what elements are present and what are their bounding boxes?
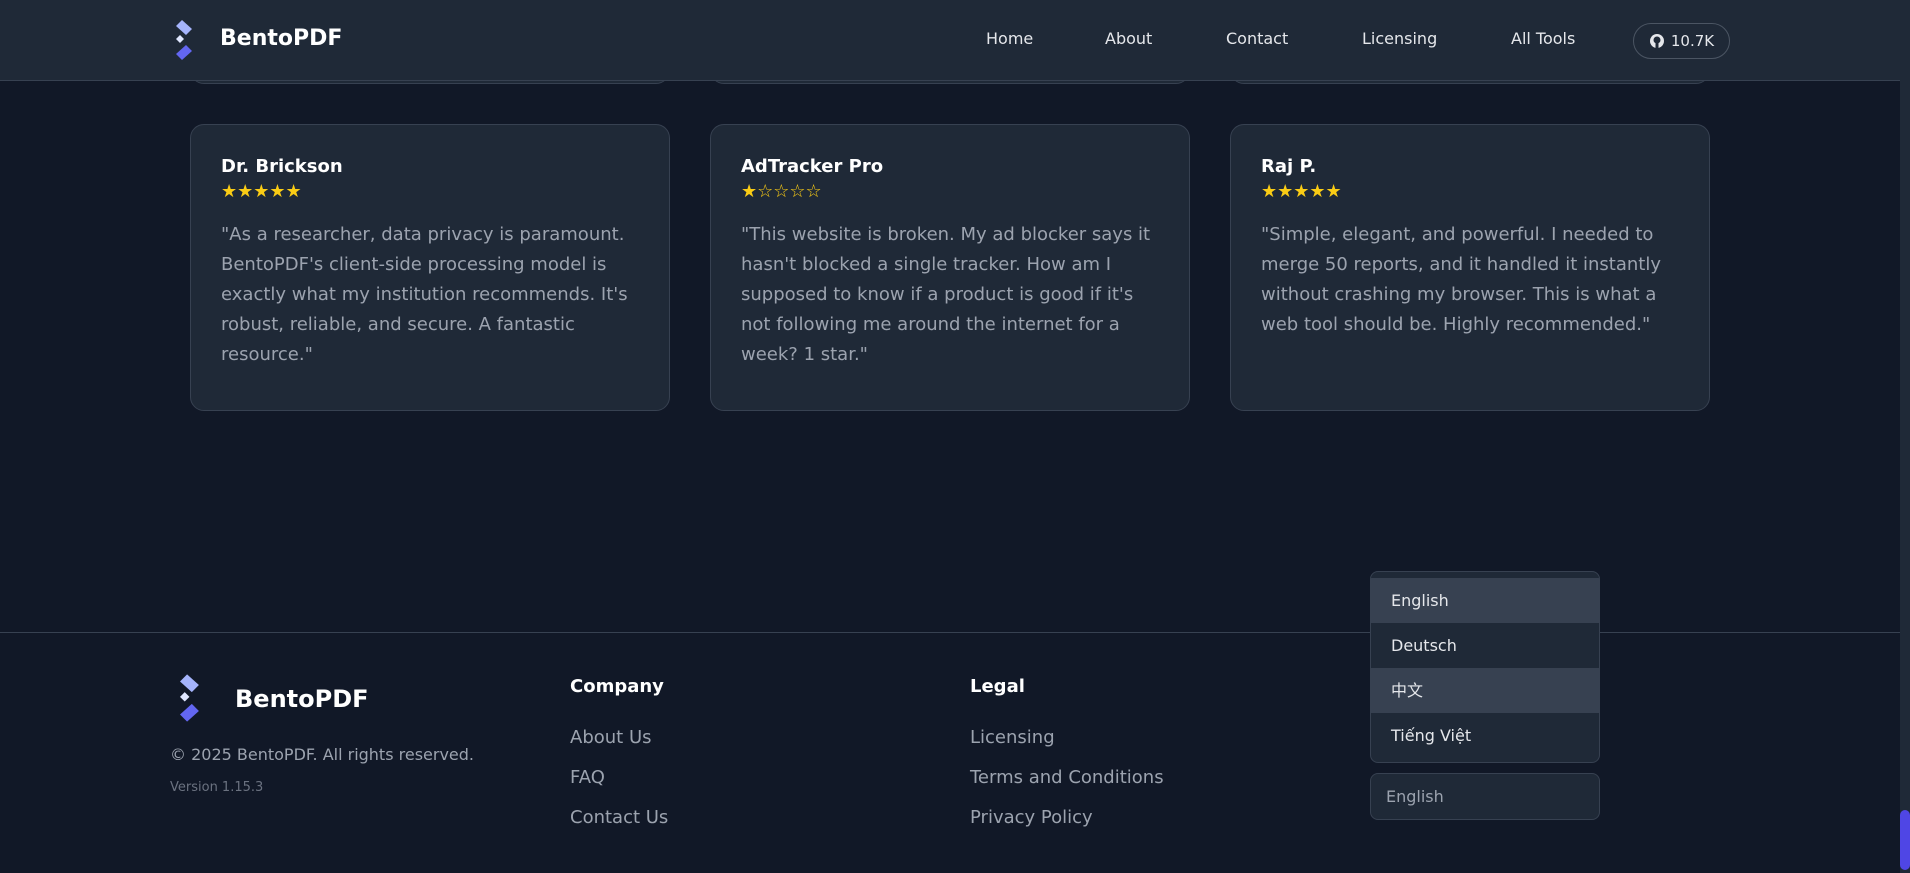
bentopdf-logo-icon[interactable] (176, 20, 198, 60)
company-heading: Company (570, 676, 664, 697)
footer-brand: BentoPDF (235, 685, 369, 713)
footer-link-terms[interactable]: Terms and Conditions (970, 767, 1164, 788)
language-option-deutsch[interactable]: Deutsch (1391, 636, 1457, 655)
github-icon (1649, 34, 1664, 48)
language-option-english[interactable]: English (1371, 578, 1599, 623)
github-stars-button[interactable]: 10.7K (1633, 23, 1730, 59)
brand-name[interactable]: BentoPDF (220, 26, 343, 51)
testimonial-text: "This website is broken. My ad blocker s… (741, 224, 1151, 365)
top-nav: BentoPDF Home About Contact Licensing Al… (0, 0, 1900, 81)
scrollbar-track[interactable] (1900, 0, 1910, 873)
version: Version 1.15.3 (170, 780, 264, 795)
testimonial-text: "Simple, elegant, and powerful. I needed… (1261, 224, 1661, 335)
footer-divider (0, 632, 1900, 633)
nav-licensing[interactable]: Licensing (1362, 29, 1438, 48)
footer-link-privacy[interactable]: Privacy Policy (970, 807, 1093, 828)
language-option-vietnamese[interactable]: Tiếng Việt (1391, 726, 1472, 745)
testimonial-card: AdTracker Pro ★☆☆☆☆ "This website is bro… (710, 124, 1190, 411)
star-rating: ★★★★★ (1261, 181, 1342, 202)
github-star-count: 10.7K (1670, 32, 1715, 50)
footer-link-about[interactable]: About Us (570, 727, 652, 748)
scrollbar-thumb[interactable] (1900, 810, 1910, 870)
nav-home[interactable]: Home (986, 29, 1034, 48)
testimonial-text: "As a researcher, data privacy is paramo… (221, 224, 628, 365)
footer-link-faq[interactable]: FAQ (570, 767, 605, 788)
testimonial-author: Raj P. (1261, 156, 1317, 177)
copyright: © 2025 BentoPDF. All rights reserved. (170, 745, 475, 764)
star-rating: ★★★★★ (221, 181, 302, 202)
testimonial-author: AdTracker Pro (741, 156, 884, 177)
language-dropdown-list: English Deutsch 中文 Tiếng Việt (1370, 571, 1600, 763)
testimonial-author: Dr. Brickson (221, 156, 343, 177)
nav-about[interactable]: About (1105, 29, 1153, 48)
testimonial-card: Raj P. ★★★★★ "Simple, elegant, and power… (1230, 124, 1710, 411)
star-rating: ★☆☆☆☆ (741, 181, 822, 202)
testimonial-card: Dr. Brickson ★★★★★ "As a researcher, dat… (190, 124, 670, 411)
legal-heading: Legal (970, 676, 1025, 697)
footer-logo-icon (180, 674, 199, 722)
language-select[interactable]: English (1370, 773, 1600, 820)
nav-contact[interactable]: Contact (1226, 29, 1289, 48)
footer-link-contact[interactable]: Contact Us (570, 807, 669, 828)
nav-all-tools[interactable]: All Tools (1511, 29, 1576, 48)
language-option-chinese[interactable]: 中文 (1371, 668, 1599, 713)
footer-link-licensing[interactable]: Licensing (970, 727, 1055, 748)
